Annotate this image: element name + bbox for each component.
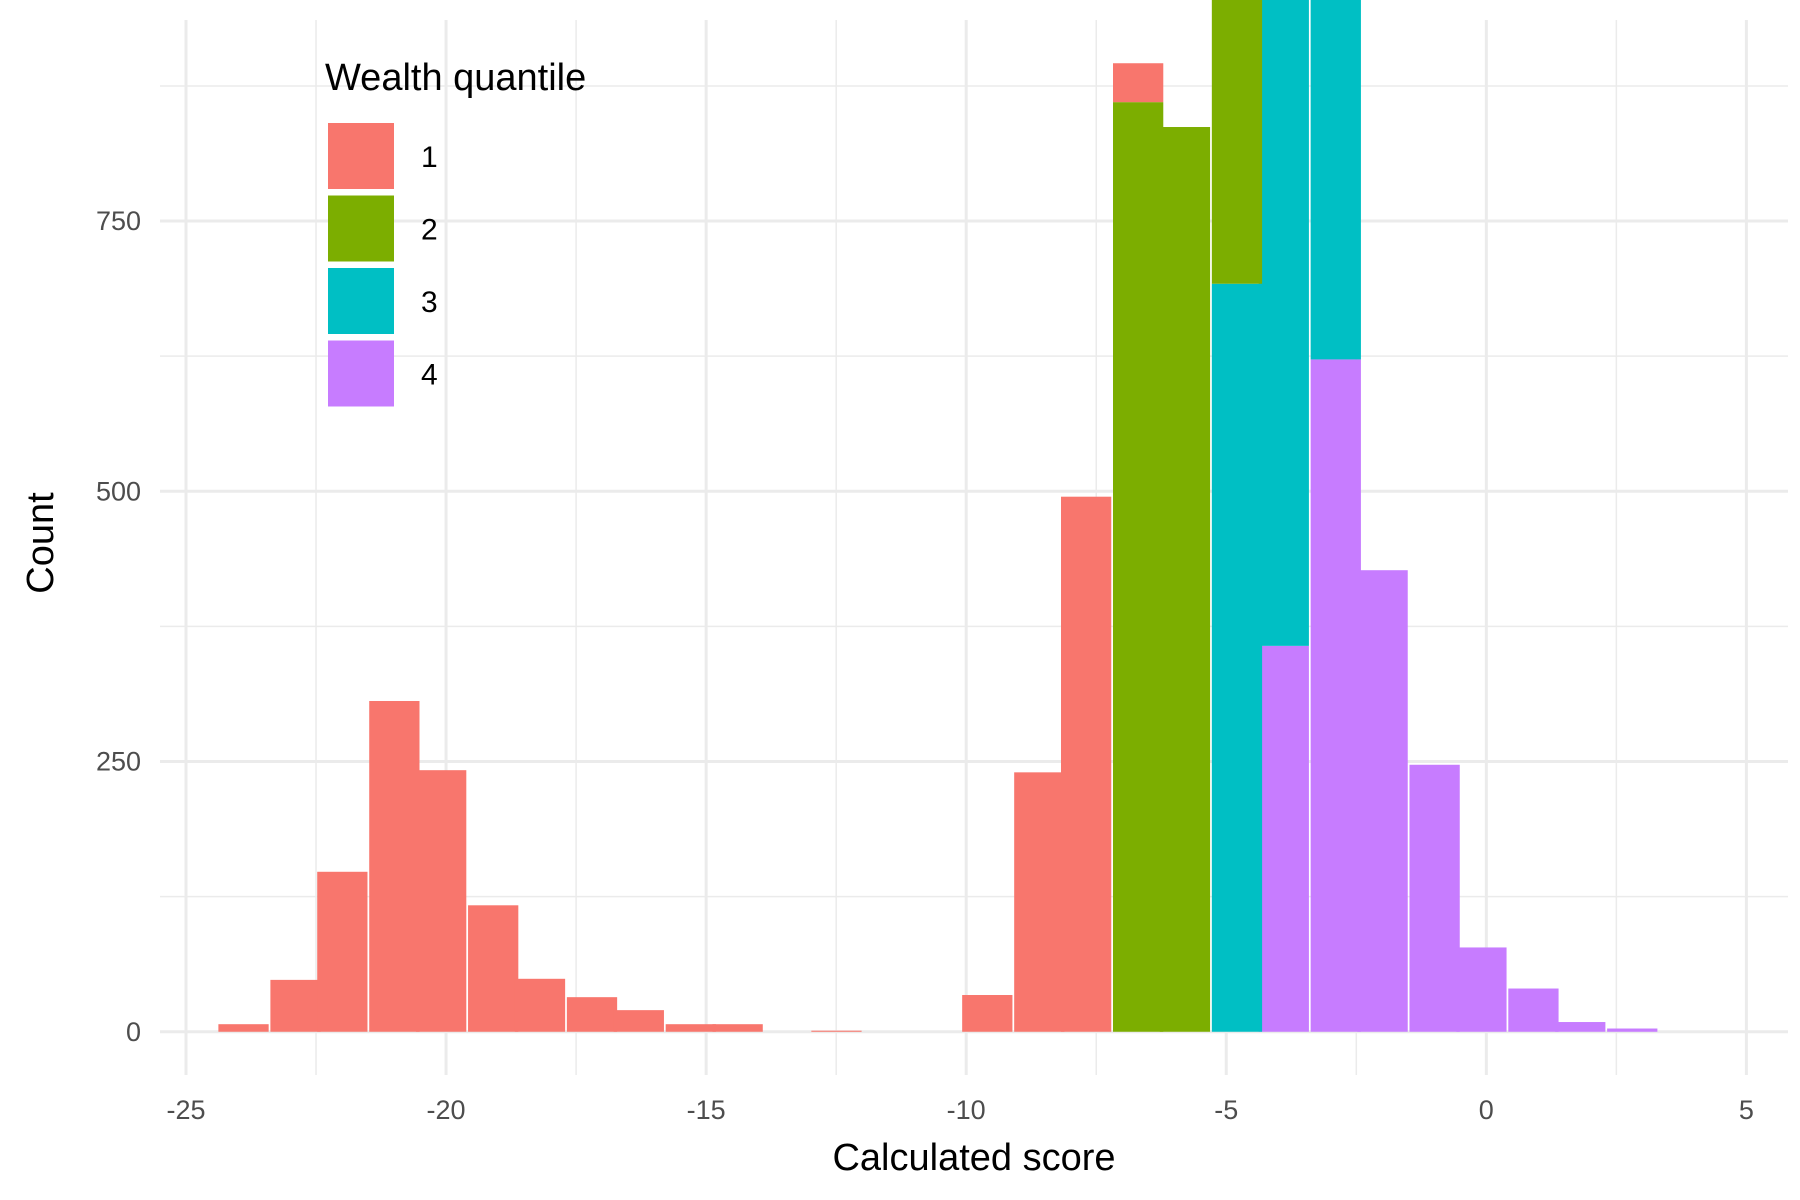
histogram-bars — [218, 0, 1658, 1032]
histogram-bar-quantile-1 — [270, 979, 321, 1032]
x-tick-label: 0 — [1479, 1095, 1494, 1125]
legend-items: 1 2 3 4 — [328, 123, 438, 407]
legend-label-1: 1 — [421, 141, 438, 174]
x-tick-label: -10 — [947, 1095, 986, 1125]
x-tick-label: -5 — [1214, 1095, 1238, 1125]
histogram-bar-quantile-4 — [1409, 764, 1460, 1032]
histogram-bar-quantile-4 — [1310, 359, 1361, 1032]
y-tick-label: 750 — [96, 206, 141, 236]
x-tick-label: -25 — [166, 1095, 205, 1125]
histogram-bar-quantile-2 — [1113, 102, 1164, 1032]
histogram-bar-quantile-1 — [218, 1024, 269, 1032]
legend-swatch-4 — [328, 340, 394, 407]
histogram-bar-quantile-1 — [566, 997, 618, 1032]
legend-swatch-2 — [328, 195, 394, 262]
y-tick-label: 250 — [96, 747, 141, 777]
histogram-bar-quantile-4 — [1357, 570, 1408, 1032]
legend-title: Wealth quantile — [325, 57, 586, 99]
histogram-bar-quantile-1 — [1014, 772, 1065, 1032]
histogram-bar-quantile-4 — [1258, 645, 1309, 1032]
x-axis-tick-labels: -25 -20 -15 -10 -5 0 5 — [166, 1095, 1753, 1125]
legend-label-2: 2 — [421, 214, 438, 247]
x-tick-label: -15 — [687, 1095, 726, 1125]
histogram-bar-quantile-4 — [1508, 988, 1559, 1032]
legend-label-3: 3 — [421, 286, 438, 319]
y-axis-title: Count — [20, 492, 62, 594]
histogram-bar-quantile-1 — [468, 905, 519, 1032]
histogram-bar-quantile-1 — [1113, 63, 1164, 103]
y-tick-label: 0 — [126, 1017, 141, 1047]
histogram-bar-quantile-1 — [317, 871, 368, 1032]
histogram-bar-quantile-3 — [1211, 283, 1263, 1032]
histogram-bar-quantile-3 — [1258, 0, 1309, 646]
histogram-bar-quantile-4 — [1607, 1028, 1658, 1032]
legend-swatch-1 — [328, 123, 394, 189]
x-tick-label: -20 — [427, 1095, 466, 1125]
histogram-bar-quantile-3 — [1310, 0, 1361, 360]
legend-swatch-3 — [328, 268, 394, 334]
histogram-bar-quantile-4 — [1456, 947, 1507, 1032]
histogram-bar-quantile-2 — [1159, 127, 1211, 1032]
histogram-bar-quantile-4 — [1555, 1022, 1606, 1032]
histogram-bar-quantile-2 — [1211, 0, 1263, 284]
y-tick-label: 500 — [96, 476, 141, 506]
legend: Wealth quantile 1 2 3 4 — [325, 57, 586, 407]
histogram-bar-quantile-1 — [665, 1024, 716, 1032]
histogram-bar-quantile-1 — [1060, 496, 1112, 1032]
histogram-bar-quantile-1 — [712, 1024, 763, 1032]
y-axis-tick-labels: 0 250 500 750 — [96, 206, 141, 1047]
x-tick-label: 5 — [1739, 1095, 1754, 1125]
histogram-bar-quantile-1 — [613, 1010, 664, 1032]
histogram-bar-quantile-1 — [811, 1030, 862, 1032]
histogram-bar-quantile-1 — [369, 700, 420, 1032]
histogram-bar-quantile-1 — [416, 770, 467, 1032]
legend-label-4: 4 — [421, 359, 438, 392]
x-axis-title: Calculated score — [832, 1137, 1115, 1179]
histogram-bar-quantile-1 — [962, 995, 1013, 1032]
histogram-bar-quantile-1 — [514, 978, 566, 1032]
